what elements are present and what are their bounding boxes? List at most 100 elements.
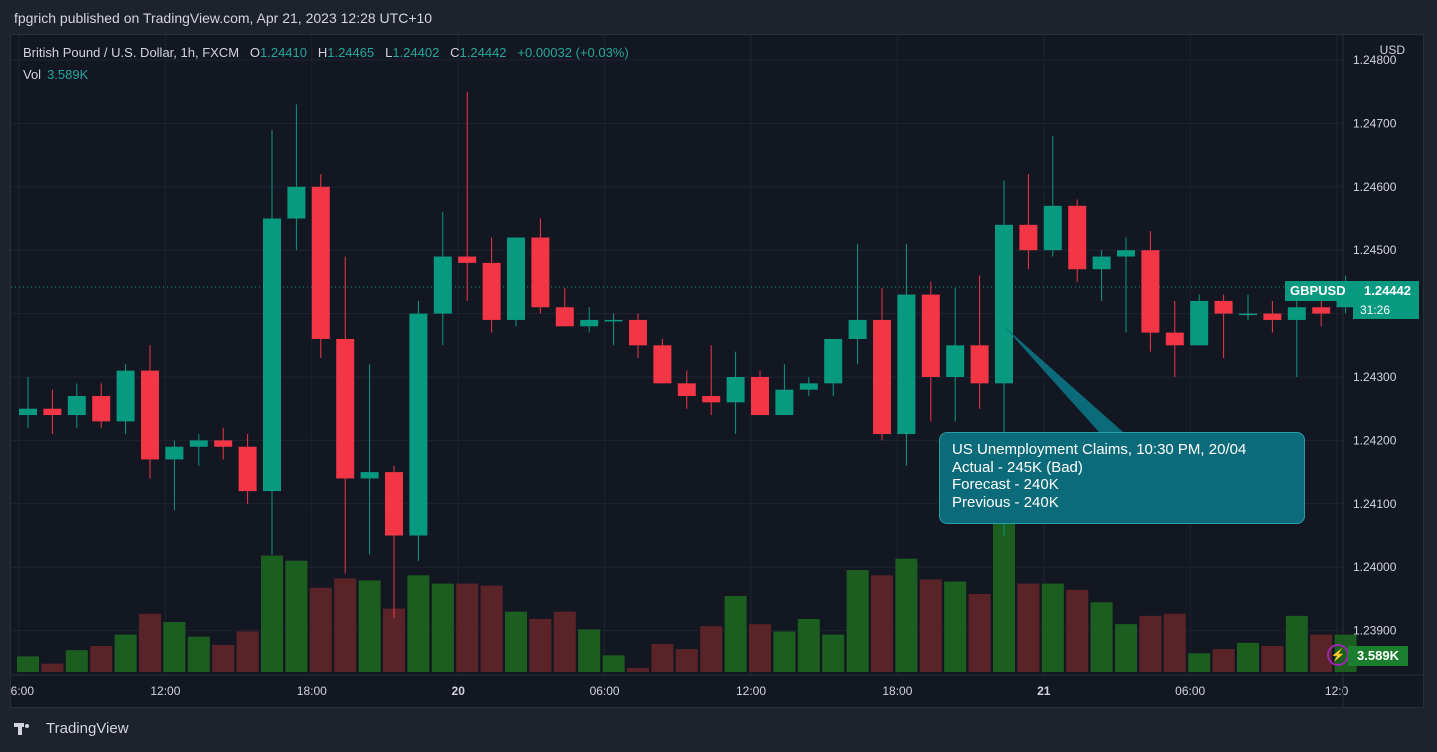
publisher-line: fpgrich published on TradingView.com, Ap… <box>14 10 433 26</box>
candle-body <box>1092 256 1111 270</box>
volume-bar <box>700 626 723 672</box>
volume-bar <box>1212 649 1235 672</box>
volume-bar <box>1115 624 1137 672</box>
candle-body <box>336 338 355 479</box>
legend-high-label: H <box>317 45 328 60</box>
candle-body <box>702 396 721 403</box>
volume-bar <box>456 583 479 672</box>
volume-bar <box>407 575 430 672</box>
candle-body <box>19 408 37 416</box>
candle-body <box>92 396 111 422</box>
candle-body <box>677 383 696 397</box>
legend-symbol[interactable]: British Pound / U.S. Dollar, 1h, FXCM <box>23 45 240 60</box>
volume-bar <box>212 644 235 672</box>
volume-bar <box>114 634 137 672</box>
candle-body <box>604 319 623 322</box>
volume-bar <box>1310 634 1333 672</box>
y-tick-label: 1.24200 <box>1353 433 1397 447</box>
candle-body <box>238 446 257 492</box>
x-tick-label: 18:00 <box>297 684 327 698</box>
candlestick-chart[interactable]: 1.248001.247001.246001.245001.244001.243… <box>11 35 1423 707</box>
legend-open: 1.24410 <box>260 45 307 60</box>
volume-bar <box>919 579 942 672</box>
x-tick-label: 21 <box>1037 684 1051 698</box>
currency-label[interactable]: USD <box>1379 43 1405 57</box>
volume-bar <box>651 643 674 672</box>
volume-bar <box>480 585 503 672</box>
volume-bar <box>553 611 576 672</box>
x-tick-label: 12:0 <box>1325 684 1349 698</box>
volume-bar <box>163 622 186 672</box>
volume-bar <box>895 558 918 672</box>
candle-body <box>824 338 843 384</box>
last-price-badge: GBPUSD 1.24442 31:26 <box>1285 281 1419 319</box>
badge-countdown: 31:26 <box>1353 301 1419 319</box>
badge-price: 1.24442 <box>1364 283 1411 298</box>
candle-body <box>141 370 159 460</box>
candle-body <box>799 383 818 390</box>
candle-body <box>433 256 452 314</box>
candle-body <box>1043 205 1062 251</box>
legend-high: 1.24465 <box>327 45 375 60</box>
tooltip-pointer <box>1004 326 1123 432</box>
volume-bar <box>90 646 113 672</box>
ohlc-legend: British Pound / U.S. Dollar, 1h, FXCM O1… <box>23 45 629 60</box>
candle-body <box>897 294 916 435</box>
candle-body <box>214 440 233 447</box>
legend-close: 1.24442 <box>459 45 507 60</box>
volume-label: Vol <box>23 67 42 82</box>
volume-bar <box>65 650 88 672</box>
y-tick-label: 1.23900 <box>1353 624 1397 638</box>
volume-bar <box>1163 613 1186 672</box>
y-tick-label: 1.24700 <box>1353 116 1397 130</box>
candle-body <box>751 377 769 416</box>
legend-low: 1.24402 <box>392 45 440 60</box>
y-tick-label: 1.24500 <box>1353 243 1397 257</box>
volume-bar <box>1237 642 1259 672</box>
x-tick-label: 20 <box>452 684 466 698</box>
chart-frame[interactable]: 1.248001.247001.246001.245001.244001.243… <box>10 34 1424 708</box>
volume-bar <box>309 587 332 672</box>
volume-bar <box>334 578 357 672</box>
candle-body <box>1239 313 1257 316</box>
legend-low-label: L <box>385 45 393 60</box>
candle-body <box>946 345 965 377</box>
volume-bar <box>505 611 527 672</box>
volume-bar <box>773 631 796 672</box>
economic-event-tooltip: US Unemployment Claims, 10:30 PM, 20/04 … <box>939 432 1305 524</box>
candle-body <box>726 377 745 403</box>
volume-badge: 3.589K <box>1348 646 1408 666</box>
y-tick-label: 1.24000 <box>1353 560 1397 574</box>
candle-body <box>653 345 672 384</box>
candle-body <box>1141 250 1160 333</box>
volume-bar <box>383 608 405 672</box>
volume-bar <box>529 618 552 672</box>
candle-body <box>189 440 208 447</box>
candle-body <box>555 307 574 327</box>
lightning-icon[interactable]: ⚡ <box>1327 644 1349 666</box>
candle-body <box>311 186 330 339</box>
footer-brand[interactable]: TradingView <box>14 720 129 737</box>
volume-bar <box>627 667 649 672</box>
volume-bar <box>187 636 210 672</box>
volume-bar <box>578 629 601 672</box>
candle-body <box>116 370 135 422</box>
volume-bar <box>431 583 454 672</box>
legend-close-label: C <box>450 45 460 60</box>
volume-bar <box>871 575 893 672</box>
candle-body <box>43 408 62 416</box>
candle-body <box>1312 307 1331 314</box>
legend-open-label: O <box>249 45 260 60</box>
volume-legend: Vol 3.589K <box>23 67 88 82</box>
volume-bar <box>846 570 869 672</box>
volume-bar <box>41 663 64 672</box>
volume-bar <box>236 631 259 672</box>
tooltip-actual: Actual - 245K (Bad) <box>952 458 1083 476</box>
x-tick-label: 12:00 <box>736 684 766 698</box>
candle-body <box>287 186 306 219</box>
volume-bar <box>17 656 39 672</box>
volume-bar <box>1066 589 1089 672</box>
candle-body <box>580 319 599 327</box>
footer-brand-text: TradingView <box>46 720 129 737</box>
x-tick-label: 06:00 <box>590 684 620 698</box>
